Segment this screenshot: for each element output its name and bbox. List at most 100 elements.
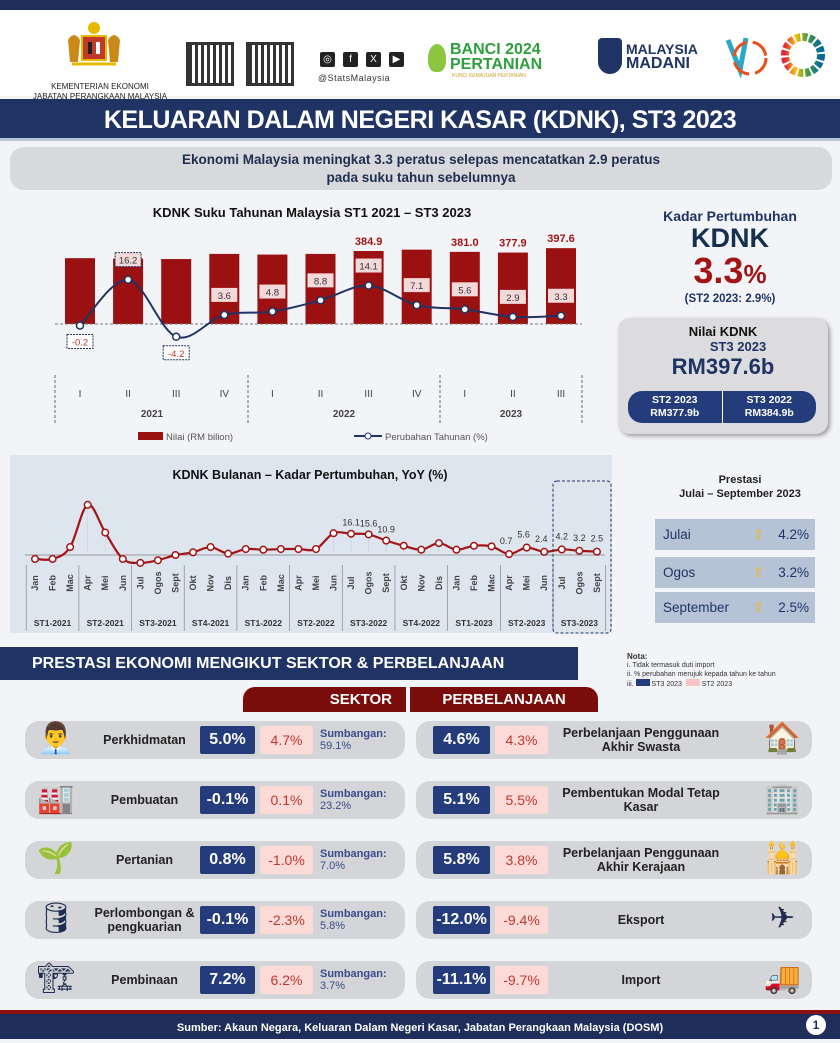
month-label: September: [663, 600, 730, 615]
growth-label-box: [548, 288, 574, 303]
bar-label: 381.0: [451, 237, 479, 249]
prev-year-value: RM384.9b: [744, 407, 794, 419]
sector-st3-growth: 5.0%: [200, 726, 255, 754]
prev-year-period: ST3 2022: [746, 394, 793, 406]
month-tick: Jan: [30, 575, 40, 591]
growth-point: [83, 500, 92, 509]
growth-label-box: [355, 258, 382, 273]
quarter-tick: III: [364, 389, 372, 400]
header: KEMENTERIAN EKONOMI JABATAN PERANGKAAN MA…: [0, 10, 840, 101]
month-tick: Mei: [100, 575, 110, 590]
month-tick: Okt: [188, 575, 198, 590]
growth-point: [224, 549, 233, 558]
growth-point: [220, 310, 229, 320]
expenditure-icon: 🕌: [763, 842, 802, 875]
contribution-label: Sumbangan:: [320, 908, 387, 920]
growth-point: [268, 307, 277, 316]
legend-bar-swatch: [138, 432, 163, 440]
quarter-tick: III: [557, 389, 565, 400]
quarter-label: ST3-2021: [139, 618, 177, 628]
growth-label: 4.8: [266, 288, 279, 299]
point-label: 2.5: [591, 534, 604, 544]
expenditure-st2-growth: 4.3%: [495, 726, 548, 754]
instagram-icon[interactable]: ◎: [320, 52, 335, 67]
tab-sektor: SEKTOR: [243, 687, 406, 712]
youtube-icon[interactable]: ▶: [389, 52, 404, 67]
growth-point: [505, 550, 514, 559]
facebook-icon[interactable]: f: [343, 52, 358, 67]
month-tick: Mac: [276, 574, 286, 592]
growth-point: [259, 545, 268, 554]
contribution-value: 7.0%: [320, 860, 346, 872]
growth-label: 3.6: [218, 291, 231, 302]
growth-rate-value: 3.3: [693, 250, 744, 291]
growth-point: [557, 545, 566, 554]
sector-st2-growth: 6.2%: [260, 966, 313, 994]
growth-point: [329, 529, 338, 538]
sector-contribution: Sumbangan: 5.8%: [320, 908, 387, 932]
month-tick: Okt: [399, 575, 409, 590]
sector-st2-growth: -2.3%: [260, 906, 313, 934]
expenditure-st3-growth: 5.1%: [433, 786, 490, 814]
growth-rate-label: Kadar Pertumbuhan: [663, 208, 797, 224]
sector-name: Pembinaan: [111, 973, 178, 987]
point-label: 5.6: [517, 530, 530, 540]
growth-label-box: [211, 287, 238, 302]
sector-contribution: Sumbangan: 7.0%: [320, 848, 387, 872]
growth-point: [30, 554, 40, 564]
month-value: 4.2%: [778, 527, 809, 542]
growth-point: [118, 554, 127, 564]
growth-point: [556, 311, 566, 321]
expenditure-icon: ✈: [769, 902, 796, 935]
growth-point: [276, 545, 285, 554]
growth-point: [434, 539, 443, 548]
prestasi-row: September ⇧ 2.5%: [655, 592, 815, 623]
contribution-value: 3.7%: [320, 980, 346, 992]
expenditure-icon: 🚚: [763, 962, 802, 995]
qr-code-icon[interactable]: [186, 42, 234, 86]
malaysia-crest-logo: [68, 22, 120, 66]
point-label: 3.2: [573, 533, 586, 543]
madani-line1: MALAYSIA: [626, 41, 698, 57]
month-tick: Jun: [329, 575, 339, 591]
kdnk-label: KDNK: [691, 223, 769, 253]
month-tick: Jun: [539, 575, 549, 591]
summary-banner: Ekonomi Malaysia meningkat 3.3 peratus s…: [10, 147, 832, 190]
quarter-label: ST1-2023: [455, 618, 493, 628]
department-line: JABATAN PERANGKAAN MALAYSIA: [32, 92, 168, 101]
notes-title: Nota:: [627, 652, 648, 661]
expenditure-st2-growth: 5.5%: [495, 786, 548, 814]
month-tick: Sept: [592, 573, 602, 593]
month-tick: Apr: [83, 575, 93, 591]
note-item: iii.: [627, 681, 634, 688]
growth-point: [364, 281, 373, 290]
note-item: i. Tidak termasuk duti import: [627, 662, 715, 669]
expenditure-st3-growth: 4.6%: [433, 726, 490, 754]
month-value: 3.2%: [778, 565, 809, 580]
st3-legend-label: ST3 2023: [651, 681, 682, 688]
quarter-label: ST4-2022: [403, 618, 441, 628]
bar-label: 377.9: [499, 238, 527, 250]
month-tick: Ogos: [574, 571, 584, 594]
bar: [546, 248, 576, 324]
contribution-label: Sumbangan:: [320, 728, 387, 740]
quarter-label: ST3-2023: [561, 618, 599, 628]
quarter-tick: I: [463, 389, 466, 400]
month-tick: Feb: [469, 575, 479, 592]
growth-point: [123, 275, 133, 284]
source-footer: Sumber: Akaun Negara, Keluaran Dalam Neg…: [0, 1010, 840, 1039]
qr-code-icon[interactable]: [246, 42, 294, 86]
month-tick: Feb: [258, 575, 268, 592]
month-tick: Mac: [65, 574, 75, 592]
point-label: 2.4: [535, 534, 548, 544]
month-label: Julai: [663, 527, 691, 542]
chart-title: KDNK Suku Tahunan Malaysia ST1 2021 – ST…: [153, 205, 471, 220]
expenditure-st2-growth: -9.4%: [495, 906, 548, 934]
growth-label: 16.2: [119, 256, 138, 267]
pertanian-text: PERTANIAN: [450, 56, 543, 73]
arrow-up-icon: ⇧: [753, 527, 765, 542]
x-icon[interactable]: X: [366, 52, 381, 67]
quarter-tick: III: [172, 389, 180, 400]
growth-point: [417, 545, 426, 554]
growth-label: 8.8: [314, 276, 327, 287]
